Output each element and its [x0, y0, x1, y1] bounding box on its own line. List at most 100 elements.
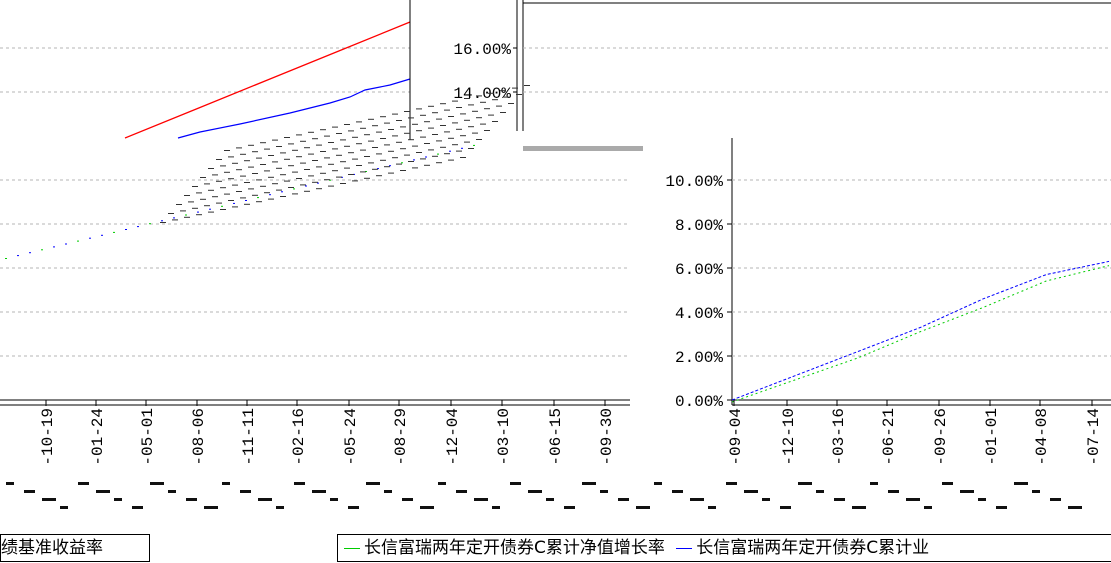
- noise-dash: [188, 201, 194, 203]
- noise-dash: [436, 162, 442, 164]
- main-left-panel: [0, 144, 630, 406]
- noise-dash: [288, 187, 294, 188]
- trace-dot: [53, 246, 55, 248]
- noise-dash: [244, 182, 250, 183]
- trace-dot: [137, 226, 139, 228]
- noise-dash: [308, 131, 314, 133]
- noise-dash: [444, 153, 450, 155]
- y-tick-label: 2.00%: [675, 349, 723, 367]
- noise-dash: [432, 112, 438, 114]
- year-label-fragment: [960, 490, 974, 493]
- year-label-fragment: [654, 482, 662, 485]
- noise-dash: [264, 170, 270, 172]
- trace-dot: [305, 185, 307, 187]
- trace-dot: [245, 200, 247, 201]
- noise-dash: [232, 206, 238, 208]
- trace-dot: [461, 147, 463, 149]
- noise-dash: [248, 188, 254, 190]
- noise-dash: [356, 121, 362, 123]
- noise-dash: [172, 219, 178, 221]
- noise-dash: [392, 157, 398, 159]
- trace-dot: [233, 202, 235, 204]
- year-label-fragment: [150, 482, 164, 485]
- x-tick-label: -09-30: [598, 408, 616, 466]
- noise-dash: [364, 177, 370, 179]
- noise-dash: [208, 189, 214, 191]
- noise-dash: [212, 196, 218, 198]
- noise-dash: [500, 90, 506, 92]
- noise-dash: [316, 144, 322, 146]
- noise-dash: [436, 118, 442, 120]
- noise-dash: [352, 136, 358, 138]
- noise-dash: [256, 201, 262, 203]
- noise-dash: [176, 204, 182, 205]
- year-label-fragment: [132, 506, 143, 509]
- noise-dash: [260, 142, 266, 144]
- noise-dash: [312, 138, 318, 140]
- y-tick-label-top: 16.00%: [453, 41, 511, 59]
- year-label-fragment: [420, 506, 434, 509]
- noise-dash: [316, 166, 322, 168]
- trace-dot: [185, 214, 187, 216]
- noise-dash: [412, 123, 418, 125]
- noise-dash: [320, 172, 326, 174]
- noise-dash: [372, 125, 378, 127]
- noise-dash: [168, 213, 174, 214]
- year-label-fragment: [438, 482, 446, 485]
- x-tick-label: -01-24: [89, 408, 107, 466]
- noise-dash: [384, 166, 390, 168]
- year-label-fragment: [870, 482, 878, 485]
- noise-dash: [280, 174, 286, 176]
- x-tick-label: -06-21: [880, 408, 898, 466]
- noise-dash: [160, 222, 166, 223]
- noise-dash: [380, 116, 386, 118]
- noise-dash: [472, 132, 478, 134]
- noise-dash: [284, 158, 290, 160]
- x-tick-label: -03-10: [495, 408, 513, 466]
- year-label-fragment: [348, 506, 359, 509]
- noise-dash: [476, 117, 482, 119]
- y-tick-label-top: 14.00%: [453, 85, 511, 103]
- noise-dash: [372, 168, 378, 170]
- noise-dash: [204, 183, 210, 185]
- noise-dash: [324, 179, 330, 181]
- legend-swatch-green: [344, 547, 360, 549]
- trace-dot: [425, 156, 427, 158]
- year-label-fragment: [240, 490, 251, 493]
- noise-dash: [428, 127, 434, 129]
- noise-dash: [444, 131, 450, 133]
- legend-left-box: 绩基准收益率: [0, 534, 150, 562]
- noise-dash: [220, 209, 226, 210]
- noise-dash: [284, 137, 290, 138]
- x-tick-label: -12-10: [780, 408, 798, 466]
- noise-dash: [524, 85, 530, 86]
- trace-dot: [281, 191, 283, 193]
- year-label-fragment: [888, 490, 899, 493]
- noise-dash: [228, 156, 234, 158]
- noise-dash: [300, 140, 306, 142]
- noise-dash: [420, 158, 426, 160]
- trace-dot: [125, 229, 127, 230]
- noise-dash: [344, 167, 350, 169]
- year-label-fragment: [78, 482, 89, 485]
- trace-dot: [173, 217, 175, 219]
- noise-dash: [240, 153, 246, 155]
- noise-dash: [260, 164, 266, 165]
- year-label-fragment: [852, 506, 866, 509]
- year-label-fragment: [276, 506, 284, 509]
- noise-dash: [352, 180, 358, 182]
- noise-dash: [416, 108, 422, 110]
- x-axis: -10-19 -01-24 -05-01 -08-06 -11-11 -02-16 -05-…: [6, 400, 1103, 509]
- year-label-fragment: [312, 490, 326, 493]
- noise-dash: [356, 143, 362, 145]
- noise-dash: [416, 152, 422, 153]
- noise-dash: [476, 139, 482, 140]
- noise-dash: [224, 171, 230, 173]
- noise-dash: [428, 105, 434, 107]
- noise-dash: [456, 107, 462, 108]
- noise-dash: [448, 137, 454, 139]
- noise-dash: [408, 139, 414, 141]
- noise-dash: [344, 145, 350, 147]
- noise-dash: [308, 153, 314, 155]
- noise-dash: [272, 183, 278, 185]
